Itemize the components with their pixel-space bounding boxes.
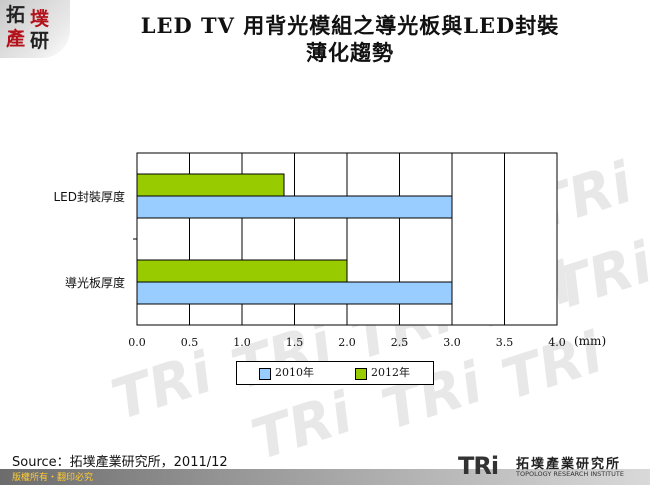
bar — [136, 281, 453, 305]
brand-name-en: TOPOLOGY RESEARCH INSTITUTE — [516, 470, 624, 478]
x-tick-label: 1.0 — [233, 336, 251, 349]
x-tick-label: 3.5 — [496, 336, 514, 349]
chart-legend: 2010年 2012年 — [236, 361, 434, 385]
legend-swatch-2012 — [355, 368, 367, 380]
logo-char-1: 拓 — [6, 4, 26, 26]
copyright-notice: 版權所有・翻印必究 — [12, 473, 94, 483]
y-category-label: LED封裝厚度 — [53, 189, 125, 204]
x-tick-label: 1.5 — [286, 336, 304, 349]
title-line-2: 薄化趨勢 — [306, 40, 394, 65]
logo-char-3: 產 — [6, 28, 26, 50]
legend-label-2012: 2012年 — [371, 366, 410, 379]
x-tick-label: 3.0 — [443, 336, 461, 349]
logo-char-4: 研 — [30, 30, 50, 52]
brand-logo: TRi 拓墣產業研究所 TOPOLOGY RESEARCH INSTITUTE — [458, 452, 638, 482]
x-tick-label: 2.0 — [338, 336, 356, 349]
x-tick-label: 0.5 — [181, 336, 199, 349]
x-axis-unit: (mm) — [574, 334, 607, 348]
brand-name-cn: 拓墣產業研究所 — [516, 457, 622, 472]
footer-bar — [0, 469, 650, 485]
page-title: LED TV 用背光模組之導光板與LED封裝 薄化趨勢 — [80, 12, 620, 66]
bar — [136, 173, 285, 197]
x-tick-label: 4.0 — [548, 336, 566, 349]
title-line-1: LED TV 用背光模組之導光板與LED封裝 — [140, 13, 560, 38]
bar — [136, 259, 348, 283]
x-tick-label: 2.5 — [391, 336, 409, 349]
legend-swatch-2010 — [259, 368, 271, 380]
x-tick-label: 0.0 — [128, 336, 146, 349]
tri-mark: TRi — [458, 452, 499, 480]
y-category-label: 導光板厚度 — [65, 275, 125, 290]
source-note: Source：拓墣產業研究所，2011/12 — [12, 455, 228, 470]
logo-char-2: 墣 — [30, 8, 50, 30]
bar — [136, 195, 453, 219]
corner-logo: 拓 墣 產 研 — [0, 0, 70, 58]
legend-label-2010: 2010年 — [275, 366, 314, 379]
